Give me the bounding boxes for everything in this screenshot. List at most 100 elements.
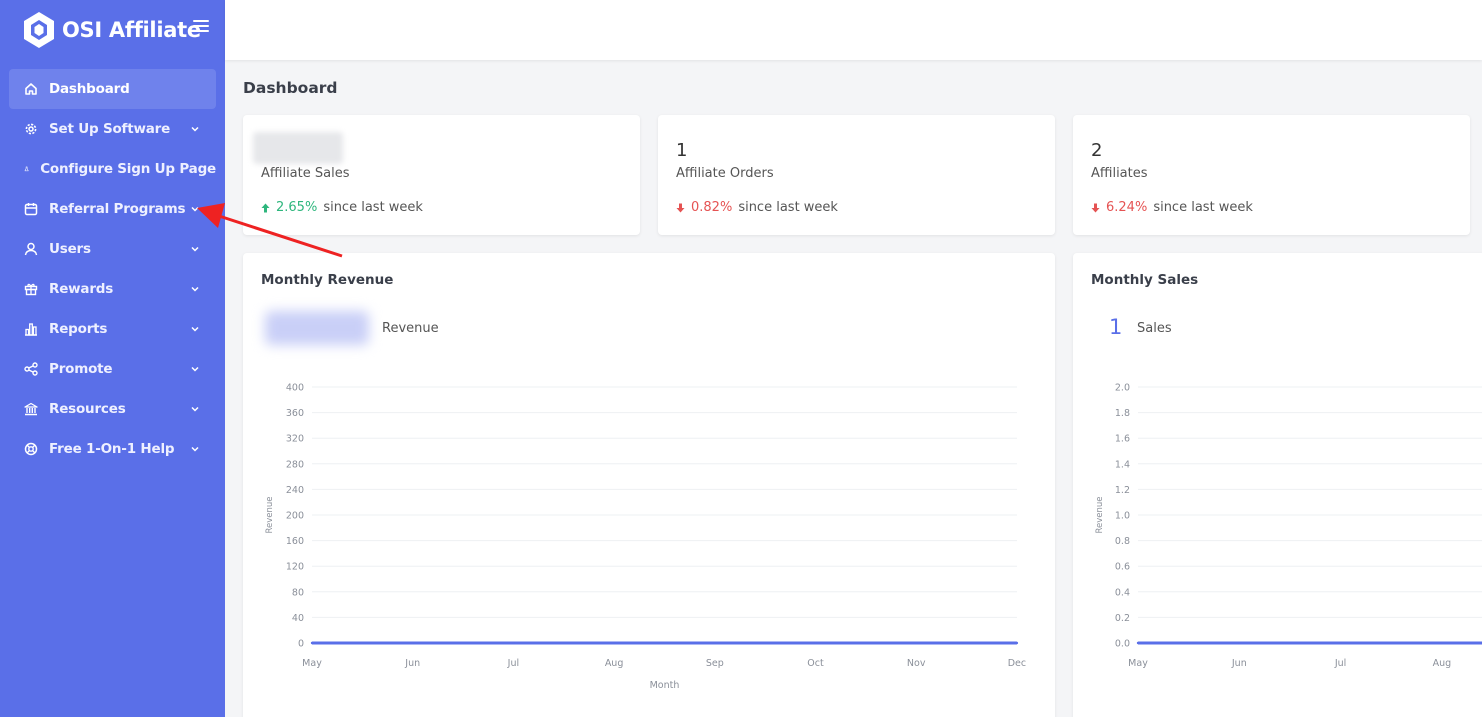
x-tick-label: Aug (1433, 658, 1452, 669)
sidebar-item-resources[interactable]: Resources (9, 389, 216, 429)
stat-percent: 2.65% (276, 200, 318, 215)
card-title: Monthly Sales (1091, 272, 1199, 288)
blurred-revenue-value (265, 311, 369, 345)
y-tick-label: 0.8 (1115, 536, 1130, 547)
x-tick-label: Jun (404, 658, 420, 669)
sidebar-item-dashboard[interactable]: Dashboard (9, 69, 216, 109)
x-tick-label: May (302, 658, 322, 669)
brand[interactable]: OSI Affiliate (22, 11, 201, 49)
gear-icon (25, 123, 37, 135)
chevron-down-icon (191, 286, 199, 292)
chevron-down-icon (191, 206, 199, 212)
y-tick-label: 0.6 (1115, 562, 1130, 573)
sidebar-item-label: Reports (49, 321, 108, 337)
y-tick-label: 80 (292, 587, 304, 598)
blurred-value (253, 132, 343, 164)
top-navbar (225, 0, 1482, 60)
sidebar-item-label: Rewards (49, 281, 114, 297)
data-point (512, 641, 515, 645)
sidebar-item-label: Users (49, 241, 91, 257)
stat-card-affiliates: 2 Affiliates 6.24% since last week (1073, 115, 1470, 235)
y-tick-label: 0.2 (1115, 613, 1130, 624)
brand-name: OSI Affiliate (62, 18, 201, 42)
stat-card-affiliate-sales: Affiliate Sales 2.65% since last week (243, 115, 640, 235)
data-point (915, 641, 918, 645)
y-axis-label: Revenue (265, 496, 275, 533)
sidebar-item-label: Dashboard (49, 81, 130, 97)
y-tick-label: 400 (286, 383, 304, 394)
data-point (1339, 641, 1342, 645)
arrow-up-icon (261, 203, 270, 212)
stat-trend: 2.65% since last week (261, 200, 423, 215)
sidebar-item-configure-sign-up-page[interactable]: Configure Sign Up Page (9, 149, 216, 189)
y-tick-label: 1.8 (1115, 408, 1130, 419)
data-point (1136, 641, 1140, 645)
y-tick-label: 360 (286, 408, 304, 419)
stat-label: Affiliates (1091, 166, 1148, 181)
x-tick-label: Aug (605, 658, 624, 669)
data-point (713, 641, 716, 645)
y-tick-label: 0.4 (1115, 587, 1130, 598)
flask-icon (24, 166, 29, 172)
y-tick-label: 1.0 (1115, 511, 1130, 522)
sidebar-item-label: Free 1-On-1 Help (49, 441, 175, 457)
y-tick-label: 1.4 (1115, 459, 1130, 470)
y-tick-label: 200 (286, 511, 304, 522)
logo-icon (24, 12, 54, 48)
stat-percent: 0.82% (691, 200, 733, 215)
sidebar-item-promote[interactable]: Promote (9, 349, 216, 389)
chevron-down-icon (191, 366, 199, 372)
bar-chart-icon (25, 323, 37, 336)
card-title: Monthly Revenue (261, 272, 394, 288)
y-tick-label: 120 (286, 562, 304, 573)
stat-since: since last week (323, 200, 423, 215)
arrow-down-icon (676, 203, 685, 212)
sidebar-item-rewards[interactable]: Rewards (9, 269, 216, 309)
chevron-down-icon (191, 406, 199, 412)
y-tick-label: 40 (292, 613, 304, 624)
x-tick-label: Jul (507, 658, 519, 669)
stat-percent: 6.24% (1106, 200, 1148, 215)
x-tick-label: Oct (807, 658, 824, 669)
x-tick-label: Sep (706, 658, 724, 669)
sidebar-nav: Dashboard Set Up Software Configure Sign… (9, 69, 216, 469)
bank-icon (24, 402, 38, 416)
sidebar-item-label: Set Up Software (49, 121, 171, 137)
y-tick-label: 320 (286, 434, 304, 445)
gift-icon (24, 283, 38, 296)
metric-label: Sales (1137, 321, 1172, 336)
stat-value: 2 (1091, 140, 1103, 161)
y-tick-label: 0.0 (1115, 639, 1130, 650)
stat-card-affiliate-orders: 1 Affiliate Orders 0.82% since last week (658, 115, 1055, 235)
y-tick-label: 2.0 (1115, 383, 1130, 394)
sidebar-item-free-help[interactable]: Free 1-On-1 Help (9, 429, 216, 469)
y-tick-label: 160 (286, 536, 304, 547)
data-point (1238, 641, 1241, 645)
chevron-down-icon (191, 446, 199, 452)
sidebar-item-label: Promote (49, 361, 113, 377)
sidebar-item-reports[interactable]: Reports (9, 309, 216, 349)
data-point (612, 641, 616, 645)
sidebar-item-label: Referral Programs (49, 201, 186, 217)
sidebar-item-label: Resources (49, 401, 126, 417)
sidebar-item-set-up-software[interactable]: Set Up Software (9, 109, 216, 149)
stat-trend: 6.24% since last week (1091, 200, 1253, 215)
x-axis-label: Month (650, 680, 680, 691)
sidebar-item-referral-programs[interactable]: Referral Programs (9, 189, 216, 229)
menu-toggle-icon[interactable] (193, 20, 209, 38)
data-point (310, 641, 314, 645)
chevron-down-icon (191, 246, 199, 252)
stat-label: Affiliate Orders (676, 166, 774, 181)
y-tick-label: 280 (286, 459, 304, 470)
arrow-down-icon (1091, 203, 1100, 212)
data-point (411, 641, 414, 645)
sidebar: OSI Affiliate Dashboard Set Up Software … (0, 0, 225, 717)
stat-since: since last week (738, 200, 838, 215)
stat-since: since last week (1153, 200, 1253, 215)
stat-value: 1 (676, 140, 688, 161)
share-icon (24, 362, 38, 376)
x-tick-label: Dec (1008, 658, 1026, 669)
sidebar-item-users[interactable]: Users (9, 229, 216, 269)
lifebuoy-icon (24, 442, 38, 456)
stat-label: Affiliate Sales (261, 166, 350, 181)
